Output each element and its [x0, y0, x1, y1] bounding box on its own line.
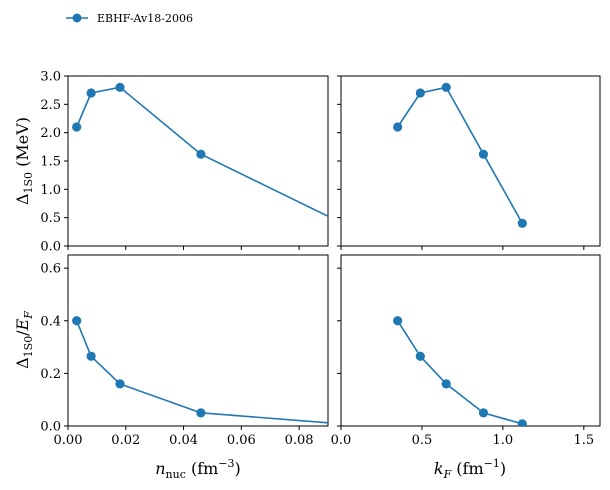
data-point-bottom-left [86, 351, 96, 361]
series-bottom-right [393, 316, 527, 426]
series-line-top-right [396, 86, 523, 224]
data-point-bottom-left [115, 379, 125, 389]
x-axis-label-kf: kF (fm−1) [434, 457, 506, 481]
y-tick-label-bottom-left: 0.4 [40, 314, 61, 329]
y-tick-label-top-left: 1.0 [40, 183, 61, 198]
data-layer [72, 82, 527, 428]
data-point-bottom-right [393, 316, 403, 326]
panel-top-left-frame [67, 75, 329, 247]
data-point-top-right [517, 218, 527, 228]
series-top-left [72, 82, 347, 228]
y-tick-label-bottom-left: 0.0 [40, 420, 61, 435]
legend: EBHF-Av18-2006 [66, 12, 193, 25]
x-tick-label-bottom-right: 1.5 [573, 433, 594, 448]
panel-bottom-right-frame [340, 254, 601, 427]
y-tick-label-bottom-left: 0.2 [40, 367, 61, 382]
data-point-top-left [86, 88, 96, 98]
x-tick-label-bottom-right: 1.0 [493, 433, 514, 448]
y-tick-label-top-left: 3.0 [40, 70, 61, 85]
series-line-bottom-left [75, 320, 328, 424]
x-tick-label-bottom-left: 0.08 [285, 433, 314, 448]
y-tick-label-top-left: 0.5 [40, 211, 61, 226]
data-point-top-right [478, 149, 489, 159]
series-line-bottom-right [396, 320, 523, 425]
series-top-right [393, 82, 527, 228]
x-tick-label-bottom-right: 0.5 [412, 433, 433, 448]
x-tick-label-bottom-left: 0.04 [169, 433, 198, 448]
data-point-top-left [338, 219, 347, 228]
y-tick-label-top-left: 2.0 [40, 126, 61, 141]
data-point-top-right [415, 88, 425, 98]
y-tick-label-top-left: 0.0 [40, 240, 61, 255]
data-point-top-left [115, 82, 125, 92]
panel-bottom-left-frame [67, 254, 329, 427]
series-line-top-left [75, 86, 328, 218]
data-point-top-right [441, 82, 451, 92]
data-point-bottom-left [196, 408, 206, 418]
legend-marker-swatch [72, 13, 82, 23]
x-axis-label-nuc: nnuc (fm−3) [155, 457, 241, 481]
legend-label: EBHF-Av18-2006 [97, 12, 193, 25]
x-tick-label-bottom-left: 0.00 [54, 433, 83, 448]
data-point-bottom-right [441, 379, 451, 389]
series-bottom-left [72, 316, 347, 428]
data-point-top-left [72, 122, 82, 132]
panel-top-right-frame [340, 75, 601, 247]
x-tick-label-bottom-left: 0.06 [227, 433, 256, 448]
y-axis-label-gap: Δ1S0 (MeV) [13, 117, 35, 205]
data-point-bottom-left [338, 419, 347, 428]
data-point-bottom-right [478, 408, 489, 418]
y-tick-label-top-left: 1.5 [40, 155, 61, 170]
y-tick-label-top-left: 2.5 [40, 98, 61, 113]
y-tick-label-bottom-left: 0.6 [40, 262, 61, 277]
data-point-top-left [196, 149, 206, 159]
data-point-top-right [393, 122, 403, 132]
x-tick-label-bottom-right: 0.0 [331, 433, 352, 448]
data-point-bottom-right [517, 419, 527, 426]
data-point-bottom-left [72, 316, 82, 326]
data-point-bottom-right [415, 351, 425, 361]
y-axis-label-ratio: Δ1S0/EF [13, 311, 35, 369]
ticks-layer: 0.0 0.5 1.0 1.5 2.0 2.5 3.0 0.00 0.02 0.04 0.06 0.0… [40, 70, 594, 449]
x-tick-label-bottom-left: 0.02 [111, 433, 140, 448]
